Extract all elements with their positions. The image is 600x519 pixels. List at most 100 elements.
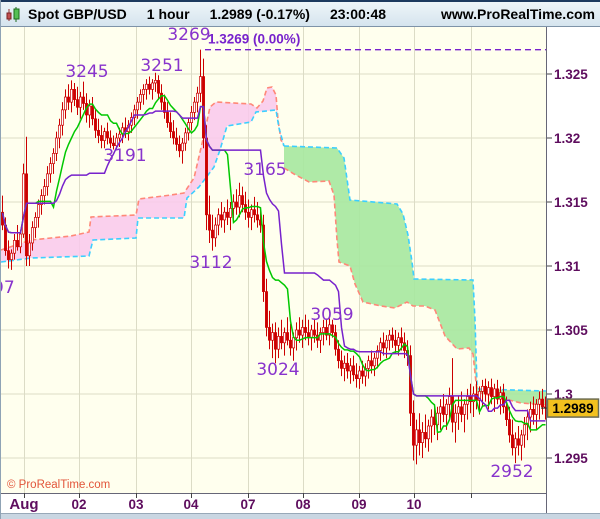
price-tick-label: 1.3: [554, 387, 573, 402]
candle-body: [169, 122, 172, 132]
candle-body: [139, 94, 142, 103]
candle-body: [97, 129, 100, 136]
candle-body: [292, 337, 295, 349]
candle-body: [283, 332, 286, 344]
candle-body: [148, 83, 151, 90]
candle-body: [535, 403, 538, 415]
window-bottom-strip: [1, 513, 600, 519]
candle-body: [505, 406, 508, 420]
candle-body: [82, 96, 85, 104]
candle-body: [358, 370, 361, 379]
cloud-green-bottom-border: [283, 167, 547, 406]
candle-body: [493, 388, 496, 397]
candlestick-icon: [6, 6, 20, 22]
candle-body: [367, 360, 370, 369]
candle-body: [382, 342, 385, 349]
candle-body: [253, 209, 256, 216]
price-chart[interactable]: 1.3269 (0.00%) 3097 3245 3251 3269 3191 3165 31…: [1, 27, 600, 519]
swing-label-3097: 3097: [1, 278, 15, 298]
candle-body: [301, 327, 304, 336]
candle-body: [430, 416, 433, 427]
candle-body: [460, 406, 463, 415]
candle-body: [40, 195, 43, 205]
price-tick-label: 1.315: [554, 195, 588, 210]
candle-body: [73, 89, 76, 100]
candle-body: [7, 250, 10, 260]
candle-body: [103, 131, 106, 141]
time-tick-label-Aug: Aug: [9, 496, 38, 513]
candle-body: [79, 96, 82, 108]
swing-label-3251: 3251: [140, 56, 183, 76]
swing-label-3269: 3269: [167, 27, 210, 45]
swing-label-3112: 3112: [189, 253, 232, 273]
candle-body: [322, 327, 325, 333]
candle-body: [295, 329, 298, 339]
candle-body: [184, 132, 187, 144]
timeframe-label: 1 hour: [146, 6, 190, 22]
candle-body: [211, 229, 214, 239]
candle-body: [415, 429, 418, 446]
candle-body: [217, 214, 220, 226]
candle-body: [250, 209, 253, 218]
candle-body: [175, 137, 178, 145]
candle-body: [448, 396, 451, 405]
plot-area[interactable]: 1.3269 (0.00%) 3097 3245 3251 3269 3191 3165 31…: [1, 27, 547, 491]
candle-body: [31, 227, 34, 244]
copyright-watermark: © ProRealTime.com: [7, 479, 110, 491]
candle-body: [271, 332, 274, 341]
candle-body: [496, 388, 499, 400]
candle-body: [37, 204, 40, 218]
swing-label-3191: 3191: [103, 146, 146, 166]
candle-body: [484, 385, 487, 395]
last-price-label: 1.2989 (-0.17%): [210, 6, 310, 22]
price-axis-area[interactable]: [547, 27, 600, 513]
time-tick-label-04: 04: [183, 497, 199, 512]
candle-body: [196, 92, 199, 103]
candle-body: [511, 434, 514, 449]
candle-body: [349, 365, 352, 372]
candle-body: [64, 96, 67, 111]
website-link[interactable]: www.ProRealTime.com: [440, 6, 595, 22]
candle-body: [238, 195, 241, 208]
candle-body: [58, 124, 61, 139]
price-tick-label: 1.325: [554, 67, 588, 82]
swing-label-2952: 2952: [490, 462, 533, 482]
time-tick-label-07: 07: [240, 497, 255, 512]
candle-body: [16, 240, 19, 248]
candle-body: [136, 101, 139, 111]
price-tick-label: 1.32: [554, 131, 580, 146]
price-tick-label: 1.295: [554, 451, 588, 466]
candle-body: [70, 89, 73, 103]
candle-body: [355, 374, 358, 379]
last-price-box-rect: [546, 398, 600, 418]
candle-body: [307, 332, 310, 339]
candle-body: [286, 332, 289, 341]
candle-body: [28, 242, 31, 257]
candle-body: [298, 329, 301, 336]
candle-body: [529, 409, 532, 418]
candle-body: [331, 324, 334, 333]
last-price-box[interactable]: 1.2989: [541, 398, 600, 418]
candle-body: [310, 329, 313, 339]
candle-body: [442, 406, 445, 415]
candle-body: [160, 92, 163, 103]
candle-body: [445, 403, 448, 415]
candle-body: [277, 336, 280, 350]
clock-label: 23:00:48: [329, 6, 387, 22]
candle-body: [487, 387, 490, 395]
candle-body: [523, 424, 526, 436]
candle-body: [106, 131, 109, 139]
candle-body: [424, 432, 427, 440]
candle-body: [457, 406, 460, 414]
title-bar: Spot GBP/USD 1 hour 1.2989 (-0.17%) 23:0…: [1, 0, 600, 27]
candle-body: [472, 393, 475, 403]
candle-body: [463, 403, 466, 415]
candle-body: [439, 406, 442, 414]
time-axis-area[interactable]: [1, 493, 600, 513]
ichimoku-cloud-pink: [1, 87, 284, 262]
candle-body: [220, 214, 223, 221]
candle-body: [340, 360, 343, 369]
candle-body: [427, 425, 430, 440]
candle-body: [91, 105, 94, 120]
